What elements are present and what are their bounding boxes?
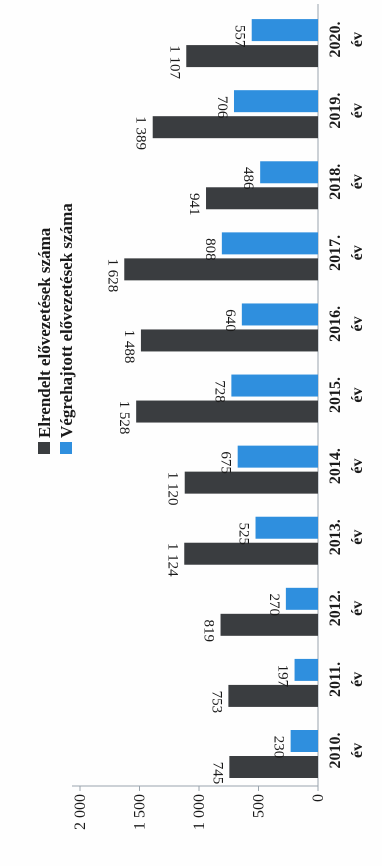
data-label: 819 bbox=[201, 620, 217, 643]
x-tick-label: 2018. bbox=[327, 164, 344, 200]
y-tick-label: 500 bbox=[251, 794, 268, 818]
bar bbox=[152, 116, 318, 139]
x-tick-label: 2013. bbox=[327, 519, 344, 555]
bar bbox=[255, 516, 318, 539]
x-tick-label: év bbox=[349, 316, 366, 331]
x-tick-label: 2010. bbox=[327, 732, 344, 768]
x-tick-label: 2014. bbox=[327, 448, 344, 484]
x-tick-label: 2011. bbox=[327, 662, 344, 697]
data-label: 675 bbox=[218, 451, 234, 474]
data-label: 1 488 bbox=[121, 330, 137, 364]
x-tick-label: év bbox=[349, 530, 366, 545]
bar bbox=[241, 303, 318, 326]
y-tick-label: 1 000 bbox=[191, 794, 208, 830]
x-tick-label: 2016. bbox=[327, 306, 344, 342]
bar bbox=[136, 400, 318, 423]
data-label: 1 389 bbox=[133, 116, 149, 150]
bar bbox=[233, 90, 318, 113]
data-label: 230 bbox=[271, 736, 287, 759]
x-tick-label: év bbox=[349, 743, 366, 758]
bar bbox=[206, 187, 318, 210]
y-tick-label: 1 500 bbox=[132, 794, 149, 830]
bar bbox=[231, 374, 318, 397]
data-label: 525 bbox=[236, 522, 252, 545]
data-label: 808 bbox=[202, 238, 218, 261]
data-label: 557 bbox=[232, 25, 248, 48]
y-tick-label: 2 000 bbox=[72, 794, 89, 830]
x-tick-label: év bbox=[349, 672, 366, 687]
data-label: 1 124 bbox=[164, 543, 180, 577]
bar bbox=[221, 232, 319, 255]
bar bbox=[220, 613, 318, 636]
bar bbox=[290, 730, 319, 752]
data-label: 1 120 bbox=[165, 472, 181, 506]
plot-area: 0 500 1 000 1 500 2 000 745 230 2010. év 753 197 20… bbox=[72, 4, 366, 830]
bar bbox=[228, 684, 319, 707]
x-tick-label: év bbox=[349, 387, 366, 402]
x-tick-label: év bbox=[349, 174, 366, 189]
y-tick-label: 0 bbox=[310, 794, 327, 802]
legend: Elrendelt elővezetések száma Végrehajtott… bbox=[35, 203, 76, 454]
x-tick-label: 2012. bbox=[327, 590, 344, 626]
legend-swatch bbox=[38, 442, 50, 454]
legend-swatch bbox=[60, 442, 72, 454]
bar bbox=[237, 445, 318, 468]
data-label: 728 bbox=[211, 380, 227, 403]
bar bbox=[251, 19, 318, 42]
data-label: 941 bbox=[186, 193, 202, 216]
data-label: 753 bbox=[208, 691, 224, 714]
data-label: 486 bbox=[240, 167, 256, 190]
x-tick-label: 2017. bbox=[327, 235, 344, 271]
bar bbox=[229, 756, 318, 778]
bar bbox=[285, 587, 318, 610]
x-tick-label: 2020. bbox=[327, 22, 344, 58]
x-tick-label: 2015. bbox=[327, 377, 344, 413]
data-label: 1 528 bbox=[116, 401, 132, 435]
x-tick-label: év bbox=[349, 459, 366, 474]
bar bbox=[184, 471, 318, 494]
bar bbox=[260, 161, 318, 184]
data-label: 197 bbox=[275, 665, 291, 688]
data-label: 745 bbox=[209, 762, 225, 785]
bar bbox=[140, 329, 318, 352]
data-label: 640 bbox=[222, 309, 238, 332]
bar bbox=[184, 542, 318, 565]
x-tick-label: év bbox=[349, 245, 366, 260]
data-label: 706 bbox=[214, 96, 230, 119]
data-label: 1 628 bbox=[104, 258, 120, 292]
legend-label: Elrendelt elővezetések száma bbox=[35, 227, 54, 438]
x-tick-label: év bbox=[349, 601, 366, 616]
data-label: 1 107 bbox=[166, 45, 182, 79]
bar bbox=[294, 658, 319, 681]
data-label: 270 bbox=[266, 594, 282, 617]
legend-label: Végrehajtott elővezetések száma bbox=[57, 203, 76, 438]
x-tick-label: 2019. bbox=[327, 93, 344, 129]
bar bbox=[186, 45, 318, 68]
x-tick-label: év bbox=[349, 103, 366, 118]
bar bbox=[124, 258, 318, 281]
x-tick-label: év bbox=[349, 32, 366, 47]
